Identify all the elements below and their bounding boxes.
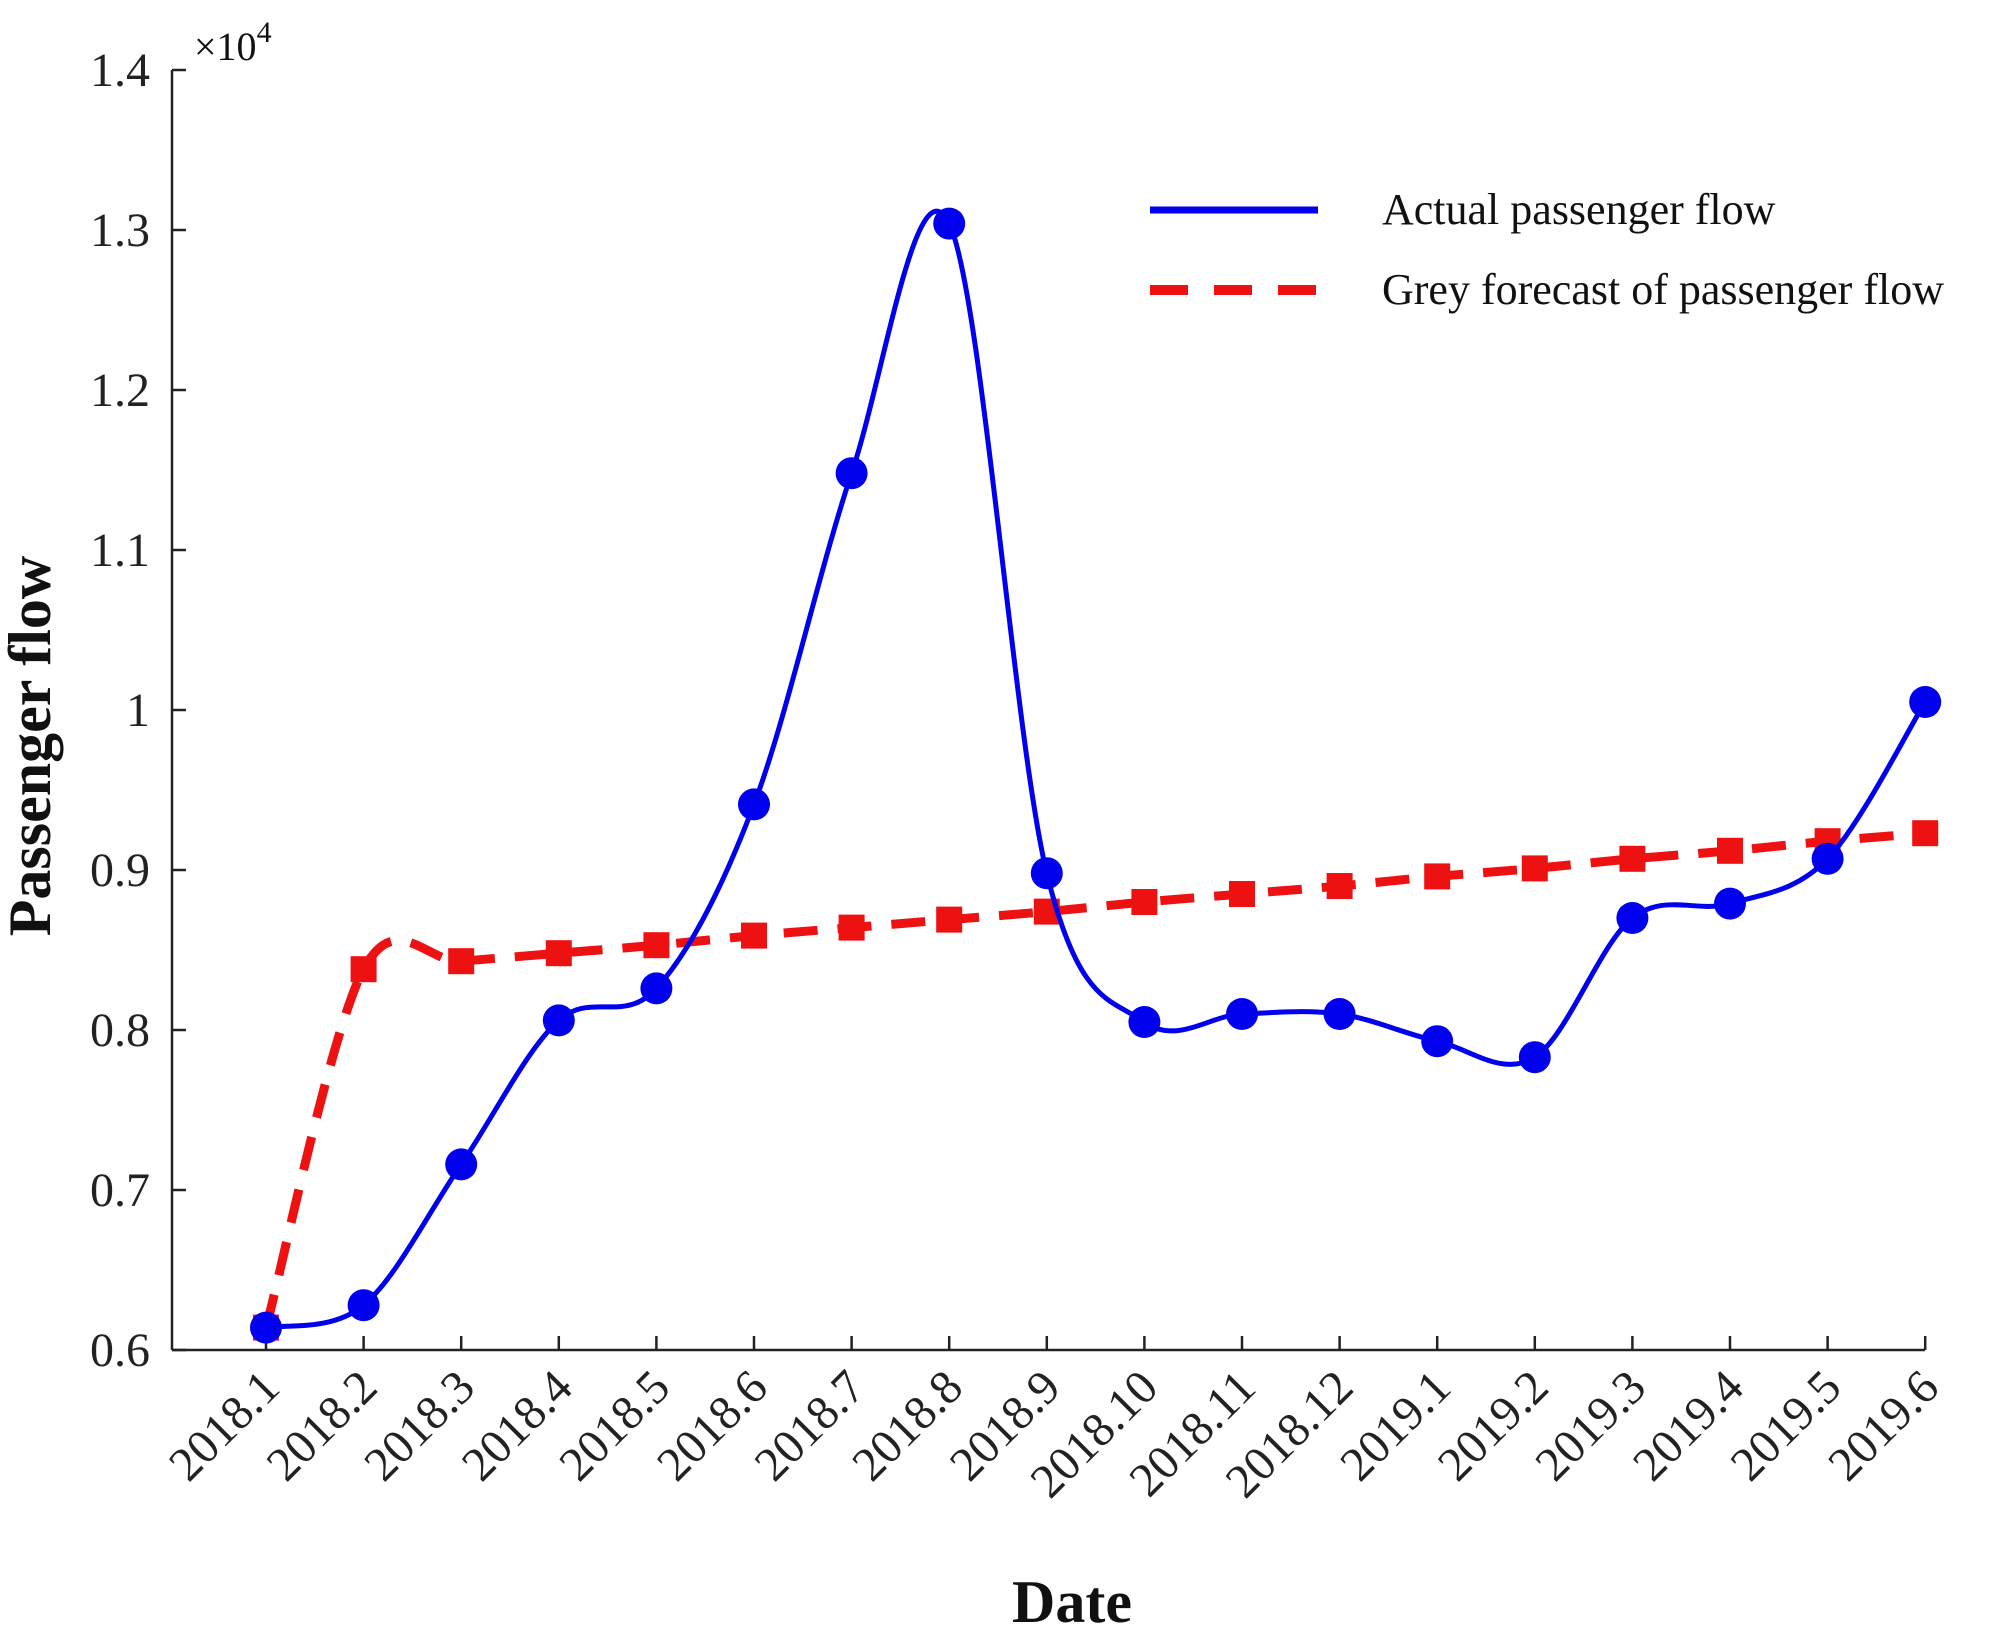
data-point xyxy=(1326,873,1353,899)
x-tick-label: 2019.5 xyxy=(1721,1360,1852,1491)
y-tick-label: 0.9 xyxy=(90,844,150,897)
y-tick-label: 1.3 xyxy=(90,204,150,257)
data-point xyxy=(1030,857,1063,890)
data-point xyxy=(1521,855,1548,882)
legend-item-forecast: Grey forecast of passenger flow xyxy=(1150,265,1944,314)
y-tick-label: 0.6 xyxy=(90,1324,150,1377)
data-point xyxy=(347,1289,380,1322)
data-point xyxy=(545,940,572,967)
y-tick-label: 1.2 xyxy=(90,364,150,417)
x-tick-label: 2019.2 xyxy=(1428,1360,1559,1491)
x-tick-label: 2018.4 xyxy=(452,1360,583,1491)
data-point xyxy=(835,457,868,490)
data-point xyxy=(1424,863,1451,890)
x-tick-label: 2018.5 xyxy=(549,1360,680,1491)
x-tick-label: 2018.3 xyxy=(354,1360,485,1491)
y-tick-label: 1.4 xyxy=(90,44,150,97)
data-point xyxy=(1909,686,1942,718)
x-tick-label: 2018.7 xyxy=(745,1360,876,1491)
y-axis-title: Passenger flow xyxy=(0,555,63,936)
data-point xyxy=(1912,820,1939,847)
x-tick-label: 2019.6 xyxy=(1818,1360,1949,1491)
data-point xyxy=(741,922,767,949)
x-tick-label: 2018.1 xyxy=(159,1360,290,1491)
data-point xyxy=(1616,902,1649,934)
x-tick-label: 2018.8 xyxy=(842,1360,973,1491)
data-point xyxy=(448,948,475,975)
data-point xyxy=(1811,842,1844,875)
x-tick-label: 2019.3 xyxy=(1525,1360,1656,1491)
x-tick-label: 2018.6 xyxy=(647,1360,778,1491)
legend-label: Actual passenger flow xyxy=(1382,185,1776,234)
axes: 0.60.70.80.911.11.21.31.42018.12018.2201… xyxy=(90,44,1949,1508)
data-point xyxy=(1131,889,1158,915)
data-point xyxy=(1421,1025,1454,1058)
series-line xyxy=(265,209,1928,1331)
data-point xyxy=(838,914,865,941)
data-point xyxy=(445,1148,478,1181)
data-point xyxy=(738,788,770,821)
data-point xyxy=(1323,998,1356,1030)
y-tick-label: 0.8 xyxy=(90,1004,150,1057)
x-tick-label: 2018.2 xyxy=(257,1360,388,1491)
y-tick-label: 0.7 xyxy=(90,1164,150,1217)
legend-label: Grey forecast of passenger flow xyxy=(1382,265,1944,314)
data-point xyxy=(643,932,670,959)
data-point xyxy=(1619,845,1646,872)
y-multiplier-label: ×104 xyxy=(194,16,272,69)
y-tick-label: 1.1 xyxy=(90,524,150,577)
series-layer xyxy=(250,207,1942,1344)
y-tick-label: 1 xyxy=(126,684,150,737)
data-point xyxy=(640,972,673,1005)
x-axis-title: Date xyxy=(1012,1569,1132,1635)
data-point xyxy=(933,207,966,240)
series-forecast xyxy=(253,820,1939,1341)
data-point xyxy=(1714,887,1746,920)
data-point xyxy=(1226,998,1258,1030)
data-point xyxy=(1717,837,1743,864)
data-point xyxy=(542,1004,575,1037)
legend-item-actual: Actual passenger flow xyxy=(1150,185,1776,234)
data-point xyxy=(1229,881,1255,907)
series-actual xyxy=(250,207,1942,1344)
data-point xyxy=(350,956,377,983)
x-tick-label: 2019.4 xyxy=(1623,1360,1754,1491)
data-point xyxy=(936,906,963,933)
data-point xyxy=(1128,1006,1161,1038)
x-tick-label: 2019.1 xyxy=(1330,1360,1461,1491)
y-multiplier-exponent: 4 xyxy=(257,16,272,49)
data-point xyxy=(250,1311,282,1344)
data-point xyxy=(1518,1041,1551,1074)
legend: Actual passenger flow Grey forecast of pa… xyxy=(1150,185,1944,314)
